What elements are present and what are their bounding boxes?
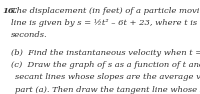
Text: secant lines whose slopes are the average velocities in: secant lines whose slopes are the averag… [15,73,200,81]
Text: (b)  Find the instantaneous velocity when t = 8.: (b) Find the instantaneous velocity when… [11,49,200,57]
Text: seconds.: seconds. [11,31,48,39]
Text: line is given by s = ½t² – 6t + 23, where t is measured in: line is given by s = ½t² – 6t + 23, wher… [11,19,200,27]
Text: The displacement (in feet) of a particle moving in a straight: The displacement (in feet) of a particle… [11,7,200,15]
Text: part (a). Then draw the tangent line whose slope is the: part (a). Then draw the tangent line who… [15,86,200,94]
Text: (c)  Draw the graph of s as a function of t and draw the: (c) Draw the graph of s as a function of… [11,61,200,69]
Text: 16.: 16. [2,7,17,15]
